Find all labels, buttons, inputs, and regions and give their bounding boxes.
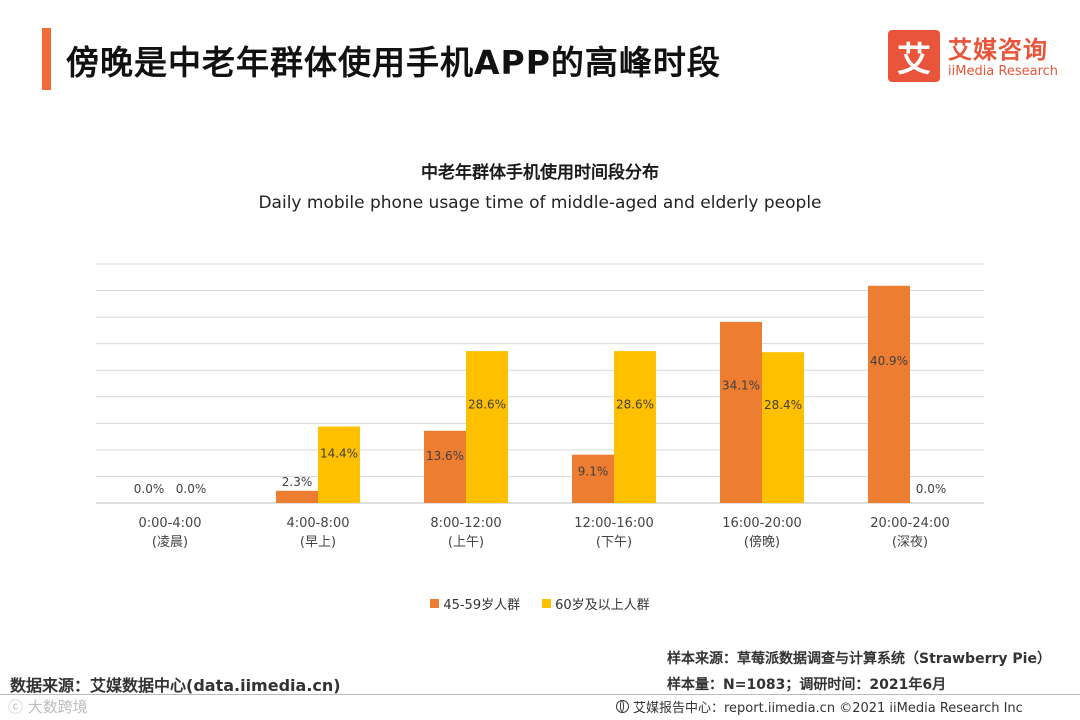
- chart-subtitle: Daily mobile phone usage time of middle-…: [258, 193, 822, 213]
- bar-45-59: [572, 454, 614, 503]
- x-tick-label: 4:00-8:00: [286, 516, 349, 531]
- bar-60-plus: [466, 351, 508, 503]
- x-tick-sublabel: (凌晨): [152, 535, 188, 550]
- legend-item-45-59: 45-59岁人群: [430, 594, 520, 613]
- logo-en-text: iiMedia Research: [948, 64, 1059, 79]
- report-center-text: 艾媒报告中心：report.iimedia.cn ©2021 iiMedia R…: [633, 701, 1023, 716]
- data-label: 2.3%: [282, 475, 313, 489]
- data-label: 9.1%: [578, 465, 609, 479]
- data-label: 28.6%: [616, 397, 654, 411]
- logo-cn-text: 艾媒咨询: [948, 36, 1048, 64]
- globe-icon: [616, 700, 629, 713]
- legend-label-45-59: 45-59岁人群: [443, 598, 521, 613]
- x-tick-sublabel: (深夜): [892, 535, 928, 550]
- x-tick-sublabel: (傍晚): [744, 534, 780, 550]
- data-label: 28.4%: [764, 398, 802, 412]
- data-label: 13.6%: [426, 449, 464, 463]
- bar-45-59: [868, 285, 910, 503]
- footer-divider: [0, 694, 1080, 695]
- bar-45-59: [424, 430, 466, 503]
- data-label: 34.1%: [722, 378, 760, 392]
- iimedia-logo: 艾 艾媒咨询 iiMedia Research: [888, 30, 1068, 84]
- bar-60-plus: [614, 351, 656, 503]
- x-tick-label: 16:00-20:00: [722, 516, 802, 531]
- data-source: 数据来源：艾媒数据中心(data.iimedia.cn): [10, 676, 341, 695]
- x-tick-label: 0:00-4:00: [138, 516, 201, 531]
- data-label: 28.6%: [468, 397, 506, 411]
- logo-mark: 艾: [888, 30, 940, 82]
- x-tick-label: 20:00-24:00: [870, 516, 950, 531]
- sample-source: 样本来源：草莓派数据调查与计算系统（Strawberry Pie）: [667, 651, 1051, 667]
- legend-swatch-60-plus: [542, 599, 552, 608]
- data-label: 0.0%: [134, 482, 165, 496]
- bar-45-59: [720, 321, 762, 503]
- title-accent-bar: [42, 28, 51, 90]
- data-label: 40.9%: [870, 354, 908, 368]
- chart-legend: 45-59岁人群 60岁及以上人群: [0, 594, 1080, 613]
- legend-label-60-plus: 60岁及以上人群: [555, 598, 650, 613]
- legend-item-60-plus: 60岁及以上人群: [542, 594, 650, 613]
- bar-45-59: [276, 490, 318, 503]
- bar-60-plus: [762, 352, 804, 503]
- legend-swatch-45-59: [430, 599, 440, 608]
- sample-size: 样本量：N=1083；调研时间：2021年6月: [667, 677, 947, 693]
- data-label: 0.0%: [176, 482, 207, 496]
- watermark-text: ⓒ 大数跨境: [8, 698, 88, 716]
- data-label: 14.4%: [320, 446, 358, 460]
- page-title: 傍晚是中老年群体使用手机APP的高峰时段: [66, 43, 721, 82]
- bar-60-plus: [318, 426, 360, 503]
- x-tick-sublabel: (上午): [448, 535, 484, 550]
- chart-title: 中老年群体手机使用时间段分布: [421, 163, 659, 183]
- x-tick-label: 8:00-12:00: [430, 516, 501, 531]
- data-label: 0.0%: [916, 482, 947, 496]
- report-center-line: 艾媒报告中心：report.iimedia.cn ©2021 iiMedia R…: [616, 697, 1023, 716]
- x-tick-sublabel: (下午): [596, 535, 632, 550]
- x-tick-sublabel: (早上): [300, 535, 336, 550]
- x-tick-label: 12:00-16:00: [574, 516, 654, 531]
